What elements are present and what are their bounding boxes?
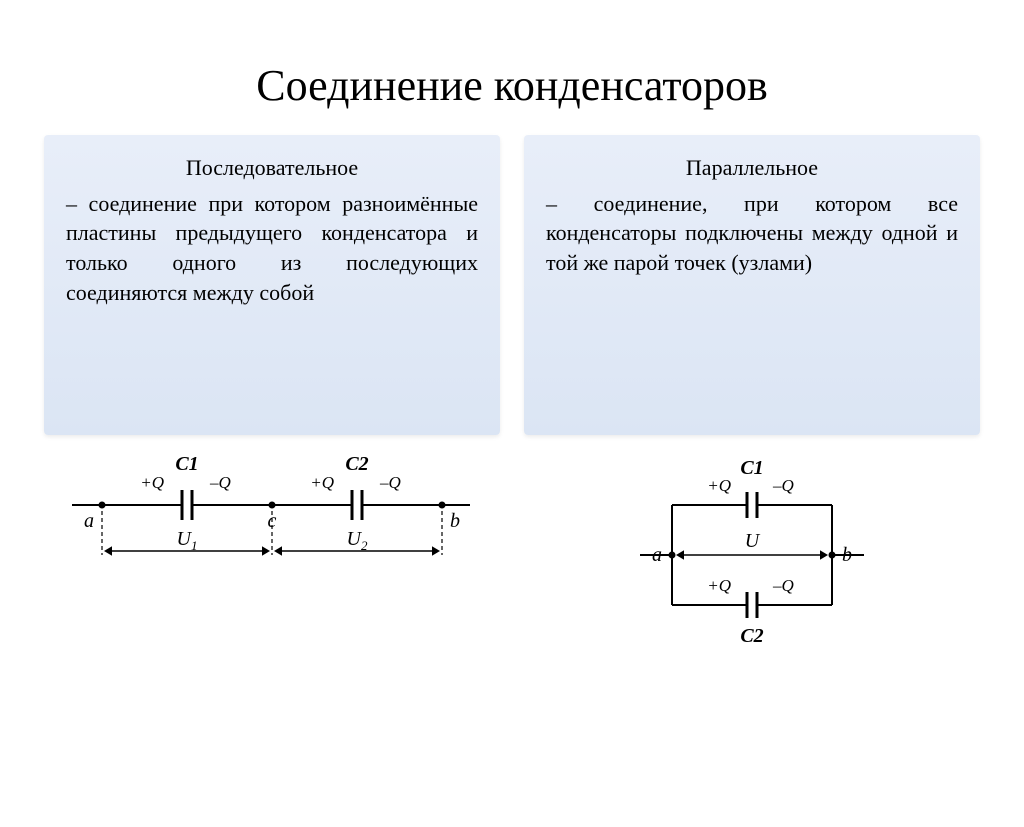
card-parallel-header: Параллельное xyxy=(546,153,958,183)
svg-text:C2: C2 xyxy=(345,453,368,475)
columns: Последовательное – соединение при которо… xyxy=(0,135,1024,435)
svg-text:–Q: –Q xyxy=(772,576,794,595)
svg-text:–Q: –Q xyxy=(209,473,231,492)
svg-text:+Q: +Q xyxy=(707,476,731,495)
card-parallel-body: – соединение, при котором все конденсато… xyxy=(546,189,958,278)
card-series-body: – соединение при котором разноимённые пл… xyxy=(66,189,478,308)
svg-text:a: a xyxy=(652,544,662,566)
svg-text:b: b xyxy=(450,510,460,532)
svg-text:–Q: –Q xyxy=(772,476,794,495)
svg-text:U2: U2 xyxy=(347,528,368,553)
svg-text:b: b xyxy=(842,544,852,566)
svg-text:C1: C1 xyxy=(740,457,763,479)
svg-text:–Q: –Q xyxy=(379,473,401,492)
svg-text:C1: C1 xyxy=(175,453,198,475)
card-series-header: Последовательное xyxy=(66,153,478,183)
series-svg: acbC1C2+Q–Q+Q–QU1U2 xyxy=(62,445,482,585)
page-title: Соединение конденсаторов xyxy=(0,60,1024,111)
parallel-diagram: a b C1 +Q –Q C2 +Q –Q U xyxy=(524,445,980,665)
series-diagram: acbC1C2+Q–Q+Q–QU1U2 xyxy=(44,445,500,665)
svg-text:C2: C2 xyxy=(740,625,763,647)
svg-text:U1: U1 xyxy=(177,528,198,553)
svg-text:U: U xyxy=(745,530,761,552)
svg-text:a: a xyxy=(84,510,94,532)
svg-text:+Q: +Q xyxy=(707,576,731,595)
parallel-svg: a b C1 +Q –Q C2 +Q –Q U xyxy=(622,445,882,665)
diagrams-row: acbC1C2+Q–Q+Q–QU1U2 abC1+Q–QC2+Q–QU xyxy=(0,435,1024,665)
svg-text:+Q: +Q xyxy=(310,473,334,492)
card-parallel: Параллельное – соединение, при котором в… xyxy=(524,135,980,435)
svg-text:+Q: +Q xyxy=(140,473,164,492)
card-series: Последовательное – соединение при которо… xyxy=(44,135,500,435)
